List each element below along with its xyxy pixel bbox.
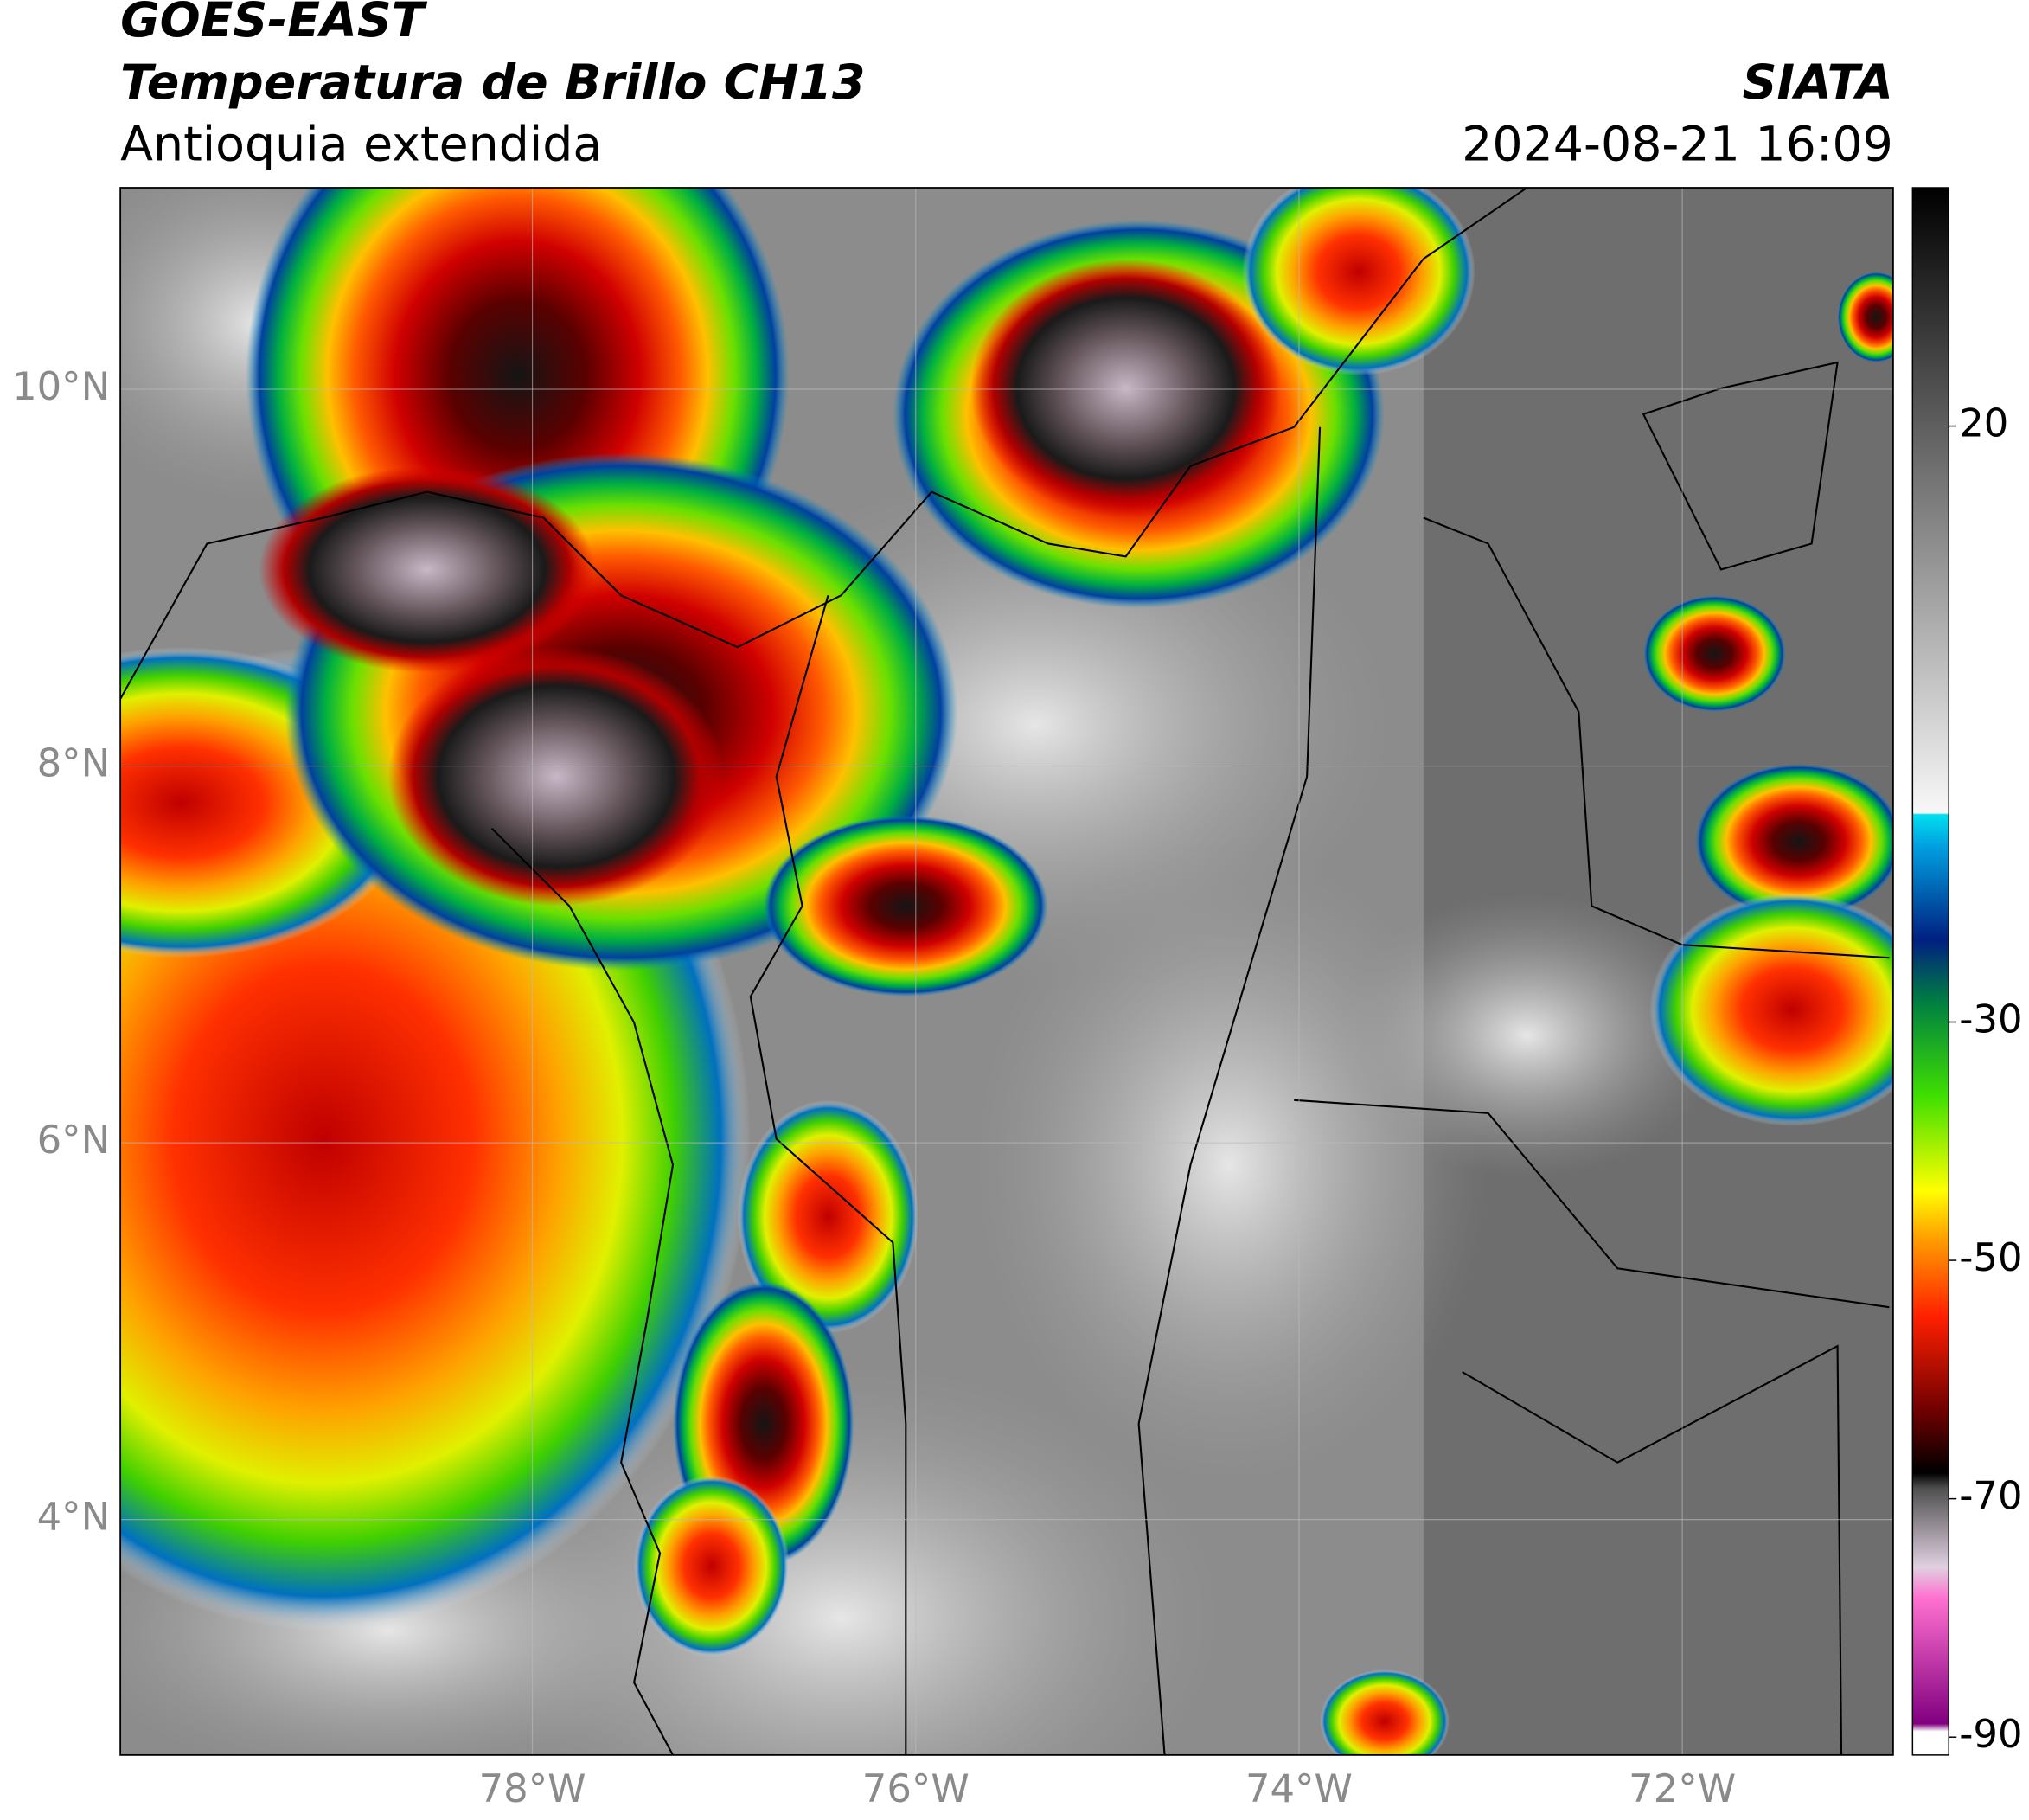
- region: Antioquia extendida: [120, 118, 602, 173]
- colorbar-tick-label: -90: [1959, 1711, 2022, 1757]
- y-tick-label: 8°N: [37, 740, 111, 786]
- subtitle: Temperatura de Brillo CH13: [120, 55, 865, 111]
- x-tick-label: 74°W: [1245, 1766, 1353, 1811]
- x-tick-label: 76°W: [862, 1766, 970, 1811]
- colorbar-tick-label: -50: [1959, 1234, 2022, 1280]
- colorbar-tick-label: -30: [1959, 996, 2022, 1041]
- satellite-image: [120, 188, 1893, 1755]
- title: GOES-EAST: [120, 0, 428, 48]
- grid: [120, 188, 1893, 1755]
- source: SIATA: [1743, 55, 1893, 111]
- y-tick-label: 10°N: [12, 363, 110, 409]
- x-tick-label: 78°W: [479, 1766, 586, 1811]
- colorbar: [1911, 187, 1949, 1756]
- y-tick-label: 4°N: [37, 1494, 111, 1540]
- datetime: 2024-08-21 16:09: [1462, 118, 1893, 173]
- map-frame: [119, 187, 1894, 1756]
- y-tick-label: 6°N: [37, 1117, 111, 1163]
- colorbar-tick-label: 20: [1959, 401, 2008, 446]
- colorbar-tick-label: -70: [1959, 1473, 2022, 1519]
- x-tick-label: 72°W: [1629, 1766, 1736, 1811]
